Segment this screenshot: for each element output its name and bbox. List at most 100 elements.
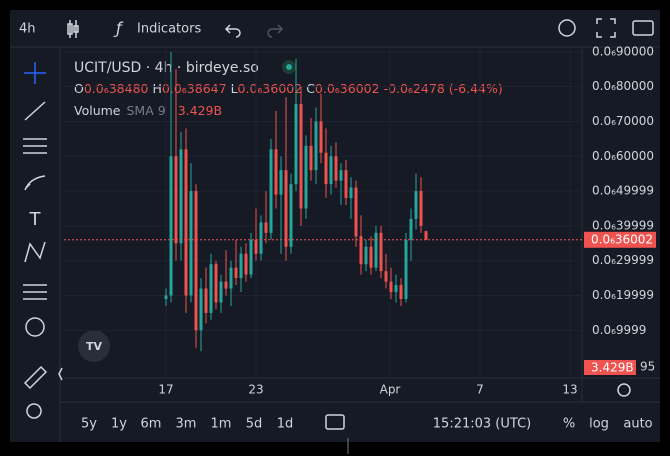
candle-body bbox=[419, 191, 423, 226]
candle-body bbox=[394, 285, 398, 293]
candle-body bbox=[254, 239, 258, 254]
candle-body bbox=[424, 231, 428, 240]
pattern-tool[interactable] bbox=[24, 241, 46, 263]
candle-body bbox=[179, 149, 183, 244]
measure-tool[interactable] bbox=[23, 365, 48, 390]
o-label: O bbox=[74, 81, 84, 96]
candle-body bbox=[384, 271, 388, 282]
y-tick-label: 0.0₆19999 bbox=[592, 288, 654, 302]
y-tick-label: 0.0₆39999 bbox=[592, 218, 654, 232]
fib-tool[interactable] bbox=[23, 138, 47, 154]
candle-body bbox=[404, 239, 408, 299]
l-label: L bbox=[231, 81, 238, 96]
sma-label: SMA 9 bbox=[127, 103, 166, 118]
candle-body bbox=[339, 170, 343, 181]
y-tick-label: 0.0₆9999 bbox=[592, 323, 646, 337]
date-range-icon[interactable] bbox=[325, 414, 345, 430]
y-tick-label: 0.0₆90000 bbox=[592, 44, 654, 58]
undo-icon[interactable] bbox=[224, 24, 241, 38]
redo-icon bbox=[267, 24, 284, 38]
o-value: 0.0₆38480 bbox=[84, 81, 149, 96]
l-value: 0.0₆36002 bbox=[238, 81, 303, 96]
candle-body bbox=[289, 184, 293, 247]
range-button[interactable]: 3m bbox=[176, 417, 197, 432]
settings-icon[interactable] bbox=[558, 19, 576, 37]
h-label: H bbox=[153, 81, 162, 96]
c-label: C bbox=[306, 81, 315, 96]
fx-icon[interactable]: ƒ bbox=[113, 19, 124, 38]
candle-body bbox=[219, 281, 223, 303]
candle-body bbox=[299, 104, 303, 209]
ohlc-line: O0.0₆38480 H0.0₆38647 L0.0₆36002 C0.0₆36002… bbox=[74, 81, 503, 96]
candle-body bbox=[164, 295, 168, 299]
crosshair-tool[interactable] bbox=[24, 62, 46, 84]
candle-body bbox=[204, 288, 208, 313]
candle-body bbox=[244, 253, 248, 275]
volume-label: Volume bbox=[74, 103, 121, 118]
range-button[interactable]: 1m bbox=[211, 417, 232, 432]
fullscreen-icon[interactable] bbox=[596, 18, 616, 38]
candle-body bbox=[229, 267, 233, 289]
clock: 15:21:03 (UTC) bbox=[433, 417, 531, 432]
volume-value: 3.429B bbox=[178, 103, 222, 118]
candle-body bbox=[239, 253, 243, 279]
h-value: 0.0₆38647 bbox=[162, 81, 227, 96]
candle-body bbox=[414, 191, 418, 219]
candle-body bbox=[169, 156, 173, 296]
change: -0.0₆2478 (-6.44%) bbox=[384, 81, 503, 96]
axis-settings[interactable] bbox=[617, 383, 631, 397]
candle-body bbox=[399, 285, 403, 299]
candle-body bbox=[209, 264, 213, 313]
candle-body bbox=[359, 236, 363, 265]
candle-body bbox=[284, 170, 288, 247]
logo[interactable] bbox=[78, 330, 110, 362]
auto-toggle[interactable]: auto bbox=[623, 417, 652, 432]
text-tool[interactable]: T bbox=[29, 209, 42, 230]
y-tick-label: 0.0₆80000 bbox=[592, 79, 654, 93]
candle-body bbox=[234, 267, 238, 279]
range-button[interactable]: 6m bbox=[141, 417, 162, 432]
line-tool[interactable] bbox=[24, 101, 46, 121]
screenshot-icon[interactable] bbox=[632, 20, 654, 36]
x-tick-label: 7 bbox=[476, 383, 484, 397]
chart-type-icon[interactable] bbox=[67, 20, 79, 38]
emoji-tool[interactable] bbox=[25, 317, 45, 337]
candle-body bbox=[344, 170, 348, 199]
candle-body bbox=[174, 156, 178, 244]
range-button[interactable]: 5y bbox=[81, 417, 97, 432]
candle-body bbox=[279, 170, 283, 195]
candle-body bbox=[329, 156, 333, 185]
candle-body bbox=[199, 288, 203, 331]
x-tick-label: 13 bbox=[562, 383, 577, 397]
candle-body bbox=[319, 121, 323, 153]
candle-body bbox=[304, 145, 308, 209]
range-button[interactable]: 1y bbox=[111, 417, 127, 432]
last-price-box bbox=[584, 231, 656, 248]
candle-body bbox=[314, 121, 318, 171]
candle-body bbox=[214, 264, 218, 303]
brush-tool[interactable] bbox=[24, 175, 46, 191]
candle-body bbox=[379, 232, 383, 272]
y-tick-label: 0.0₆70000 bbox=[592, 114, 654, 128]
zoom-tool[interactable] bbox=[26, 403, 42, 419]
collapse-arrow[interactable] bbox=[58, 367, 63, 381]
candle-body bbox=[364, 246, 368, 265]
volume-line: Volume SMA 9 3.429B bbox=[74, 103, 222, 118]
candle-body bbox=[374, 232, 378, 268]
candle-body bbox=[224, 281, 228, 289]
candle-body bbox=[259, 222, 263, 254]
candle-body bbox=[334, 156, 338, 181]
candle-body bbox=[294, 104, 298, 185]
percent-toggle[interactable]: % bbox=[563, 417, 575, 432]
interval-button[interactable]: 4h bbox=[19, 22, 36, 37]
range-button[interactable]: 1d bbox=[277, 417, 294, 432]
indicators-button[interactable]: Indicators bbox=[137, 22, 201, 37]
y-tick-label: 0.0₆60000 bbox=[592, 149, 654, 163]
candle-body bbox=[189, 191, 193, 296]
candle-body bbox=[349, 187, 353, 199]
log-toggle[interactable]: log bbox=[589, 417, 609, 432]
candle-body bbox=[389, 281, 393, 293]
range-button[interactable]: 5d bbox=[246, 417, 263, 432]
prediction-tool[interactable] bbox=[23, 284, 47, 300]
